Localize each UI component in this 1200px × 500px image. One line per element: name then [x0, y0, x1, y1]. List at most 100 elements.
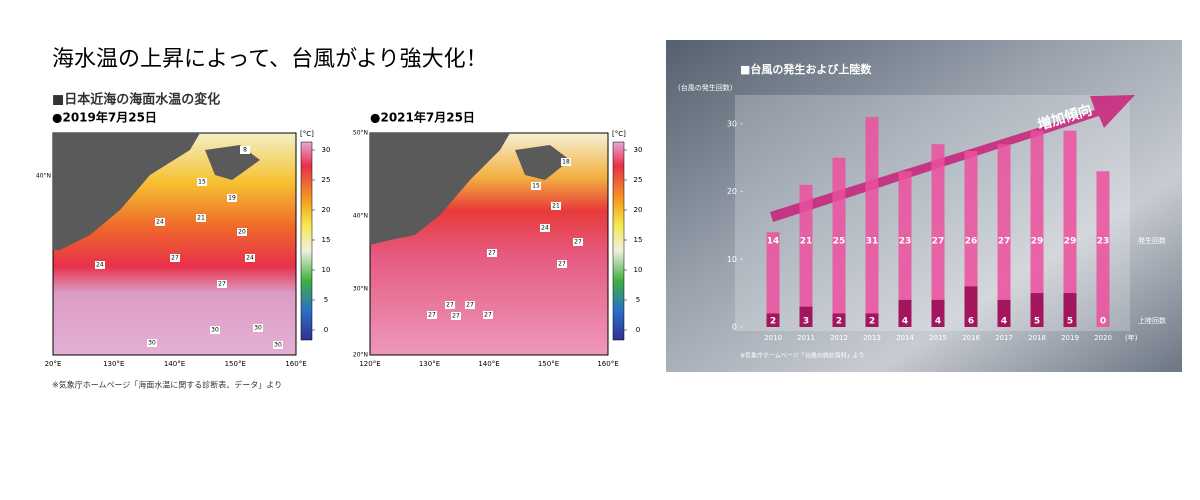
- map-date: ●2019年7月25日: [52, 110, 157, 125]
- contour-label: 27: [488, 250, 496, 257]
- contour-label-box: [540, 224, 550, 232]
- colorbar-tick-label: 5: [324, 296, 328, 304]
- contour-label: 15: [532, 183, 540, 190]
- colorbar-unit: [°C]: [612, 130, 626, 138]
- contour-label: 30: [211, 327, 219, 334]
- contour-label-box: [217, 280, 227, 288]
- contour-label-box: [95, 261, 105, 269]
- contour-label-box: [196, 214, 206, 222]
- contour-label-box: [451, 312, 461, 320]
- subtitle: ■日本近海の海面水温の変化: [52, 92, 220, 108]
- contour-label-box: [253, 324, 263, 332]
- contour-label: 30: [148, 340, 156, 347]
- data-label: 2: [836, 317, 842, 327]
- contour-label-box: [483, 311, 493, 319]
- data-label: 4: [902, 317, 908, 327]
- map-x-tick-label: 160°E: [597, 360, 618, 368]
- trend-arrow: [770, 95, 1135, 222]
- bar: [898, 171, 912, 327]
- x-tick-label: 2019: [1061, 334, 1079, 342]
- bar: [865, 117, 879, 327]
- chart-background: [666, 40, 1182, 372]
- contour-label: 24: [156, 219, 164, 226]
- colorbar-tick-label: 10: [634, 266, 643, 274]
- chart-source: ※気象庁ホームページ「台風の統計資料」より: [740, 352, 865, 360]
- colorbar-tick-label: 30: [634, 146, 643, 154]
- contour-label-box: [170, 254, 180, 262]
- contour-label: 30: [274, 342, 282, 349]
- colorbar-tick-label: 25: [322, 176, 331, 184]
- data-label: 23: [1097, 237, 1110, 247]
- colorbar-tick-label: 20: [322, 206, 331, 214]
- contour-label-box: [210, 326, 220, 334]
- map-y-tick-label: 30°N: [353, 286, 368, 293]
- bar: [832, 313, 846, 327]
- x-tick-label: 2014: [896, 334, 914, 342]
- data-label: 26: [965, 237, 978, 247]
- contour-label-box: [197, 178, 207, 186]
- data-label: 27: [932, 237, 945, 247]
- colorbar: [612, 141, 625, 341]
- data-label: 2: [869, 317, 875, 327]
- map-x-tick-label: 130°E: [103, 360, 124, 368]
- colorbar-tick-label: 0: [636, 326, 640, 334]
- contour-label: 27: [574, 239, 582, 246]
- x-tick-label: 2020: [1094, 334, 1112, 342]
- contour-label: 24: [246, 255, 254, 262]
- bar: [898, 299, 912, 327]
- y-axis-label: (台風の発生回数): [678, 83, 733, 92]
- contour-label-box: [240, 146, 250, 154]
- contour-label: 21: [197, 215, 205, 222]
- contour-label-box: [155, 218, 165, 226]
- bar: [997, 299, 1011, 327]
- map: [369, 132, 609, 356]
- map-x-tick-label: 140°E: [478, 360, 499, 368]
- contour-label-box: [147, 339, 157, 347]
- chart-title: ■台風の発生および上陸数: [740, 62, 872, 76]
- map-date: ●2021年7月25日: [370, 110, 475, 125]
- contour-label-box: [557, 260, 567, 268]
- x-tick-label: 2010: [764, 334, 782, 342]
- colorbar-tick-label: 25: [634, 176, 643, 184]
- contour-label-box: [531, 182, 541, 190]
- contour-label-box: [487, 249, 497, 257]
- data-label: 25: [833, 237, 846, 247]
- contour-label: 24: [96, 262, 104, 269]
- contour-label-box: [465, 301, 475, 309]
- x-axis-label: (年): [1125, 333, 1138, 342]
- source: ※気象庁ホームページ「海面水温に関する診断表、データ」より: [52, 380, 282, 390]
- contour-label-box: [561, 158, 571, 166]
- contour-label: 27: [171, 255, 179, 262]
- bar: [1096, 171, 1110, 327]
- colorbar-tick-label: 5: [636, 296, 640, 304]
- map-x-tick-label: 130°E: [419, 360, 440, 368]
- colorbar-tick-label: 10: [322, 266, 331, 274]
- contour-label: 24: [541, 225, 549, 232]
- bar: [931, 299, 945, 327]
- contour-label-box: [227, 194, 237, 202]
- bar: [964, 150, 978, 327]
- data-label: 4: [1001, 317, 1007, 327]
- y-tick-label: 20: [727, 187, 737, 196]
- data-label: 23: [899, 237, 912, 247]
- data-label: 3: [803, 317, 809, 327]
- map-x-tick-label: 150°E: [225, 360, 246, 368]
- bar: [799, 306, 813, 327]
- x-tick-label: 2017: [995, 334, 1013, 342]
- data-label: 5: [1067, 317, 1073, 327]
- contour-label: 30: [254, 325, 262, 332]
- contour-label: 27: [446, 302, 454, 309]
- contour-label: 20: [238, 229, 246, 236]
- y-tick-label: 0: [732, 323, 737, 332]
- x-tick-label: 2018: [1028, 334, 1046, 342]
- contour-label: 27: [466, 302, 474, 309]
- contour-label-box: [551, 202, 561, 210]
- x-tick-label: 2015: [929, 334, 947, 342]
- bar: [766, 232, 780, 327]
- data-label: 27: [998, 237, 1011, 247]
- y-tick-label: 10: [727, 255, 737, 264]
- colorbar-tick-label: 30: [322, 146, 331, 154]
- map-y-tick-label: 50°N: [353, 130, 368, 137]
- contour-label: 27: [218, 281, 226, 288]
